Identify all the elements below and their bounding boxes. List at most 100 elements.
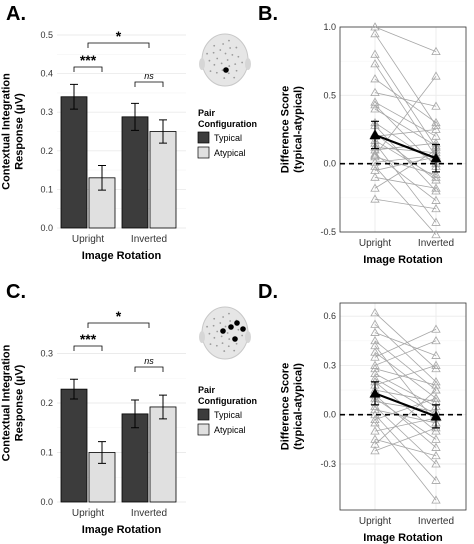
subject-line <box>374 417 437 432</box>
panel-a-letter: A. <box>6 3 26 25</box>
scalp-sensor <box>235 46 238 49</box>
subject-point <box>431 495 441 504</box>
subject-point <box>431 186 441 195</box>
y-tick-label: 0.0 <box>40 223 53 233</box>
subject-line <box>374 75 437 156</box>
subject-point <box>370 414 380 424</box>
scalp-sensor <box>216 57 219 60</box>
subject-line <box>374 368 437 386</box>
subject-line <box>374 176 437 189</box>
grid <box>340 26 466 233</box>
significance-bracket-rotation: * <box>87 308 150 328</box>
scalp-sensor <box>231 53 234 56</box>
subject-point <box>370 360 380 369</box>
subject-line <box>374 397 437 421</box>
subject-line <box>374 389 437 445</box>
subject-point <box>370 319 380 328</box>
error-bar <box>159 119 167 144</box>
subject-point <box>431 101 441 110</box>
legend-label-atypical: Atypical <box>214 148 246 158</box>
scalp-sensor <box>241 61 244 64</box>
subject-line <box>374 149 437 189</box>
scalp-sensor <box>235 69 238 72</box>
significance-bracket-inverted: ns <box>134 71 164 87</box>
legend-title: Pair <box>198 108 216 118</box>
subject-line <box>374 198 437 210</box>
subject-point <box>370 426 380 435</box>
mean-line <box>374 392 437 418</box>
y-tick-label: 0.0 <box>323 410 336 420</box>
x-tick-label: Inverted <box>131 508 167 519</box>
panel-c-letter: C. <box>6 281 26 303</box>
x-axis-title: Image Rotation <box>82 524 162 536</box>
significance-bracket-rotation-line <box>87 322 150 328</box>
scalp-map-icon <box>199 33 251 87</box>
scalp-sensor <box>213 317 216 320</box>
scalp-sensor <box>229 47 232 49</box>
scalp-map-icon <box>199 306 251 360</box>
scalp-sensor <box>213 44 216 47</box>
subject-point <box>370 104 380 113</box>
subject-line <box>374 401 437 412</box>
subject-point <box>431 203 441 213</box>
subject-point <box>431 120 441 129</box>
y-tick-label: 0.5 <box>323 90 336 100</box>
scalp-sensor <box>237 55 240 58</box>
subject-point <box>370 335 380 345</box>
scalp-sensor <box>219 49 222 51</box>
y-tick-label: 0.2 <box>40 146 53 156</box>
scalp-sensor <box>213 63 216 66</box>
subject-line <box>374 133 437 181</box>
mean-point <box>430 152 442 163</box>
significance-bracket-rotation-label: * <box>116 28 122 44</box>
x-tick-label: Inverted <box>418 516 454 527</box>
significance-bracket-rotation-label: * <box>116 308 122 324</box>
scalp-sensor <box>212 324 215 327</box>
subject-line <box>374 63 437 158</box>
subject-line <box>374 108 437 147</box>
y-tick-label: 0.3 <box>40 107 53 117</box>
mean-point <box>430 410 442 421</box>
scalp-sensor <box>224 52 227 55</box>
error-bar <box>131 102 139 131</box>
mean-line <box>374 133 437 160</box>
subject-line <box>374 78 437 123</box>
y-axis-title: Difference Score(typical-atypical) <box>280 363 305 450</box>
significance-bracket-upright-label: *** <box>80 331 97 347</box>
subject-line <box>374 394 437 448</box>
scalp-sensor <box>215 344 218 347</box>
subject-point <box>431 169 441 178</box>
subject-point <box>431 380 441 389</box>
subject-point <box>431 350 441 359</box>
scalp-sensor <box>220 62 223 65</box>
y-tick-label: 0.4 <box>40 69 53 79</box>
subject-line <box>374 166 437 235</box>
significance-bracket-inverted-label: ns <box>144 356 154 366</box>
subject-point <box>431 385 441 394</box>
subject-point <box>370 401 380 410</box>
error-bar <box>70 378 78 400</box>
y-tick-label: 0.1 <box>40 184 53 194</box>
subject-line <box>374 312 437 370</box>
subject-line <box>374 332 437 356</box>
scalp-sensor <box>229 320 232 322</box>
mean-point <box>369 387 381 398</box>
legend-title: Configuration <box>198 119 257 129</box>
significance-bracket-rotation-line <box>87 42 150 48</box>
scalp-sensor <box>206 325 208 328</box>
subject-line <box>374 92 437 107</box>
subject-line <box>374 438 437 457</box>
scalp-sensor <box>233 76 236 79</box>
scalp-sensor <box>221 69 224 71</box>
subject-point <box>370 100 380 109</box>
y-tick-label: 0.0 <box>323 159 336 169</box>
scalp-sensor <box>241 334 244 337</box>
bar-atypical-inverted <box>149 131 177 229</box>
scalp-highlight-electrode <box>232 336 238 342</box>
panel-a: A. 0.0 0.1 0.2 0.3 0.4 0.5 Upright Inverted Imag… <box>1 3 258 262</box>
subject-point <box>370 87 380 96</box>
significance-bracket-inverted-line <box>134 81 164 87</box>
scalp-sensor <box>226 332 229 334</box>
subject-point <box>370 49 380 58</box>
